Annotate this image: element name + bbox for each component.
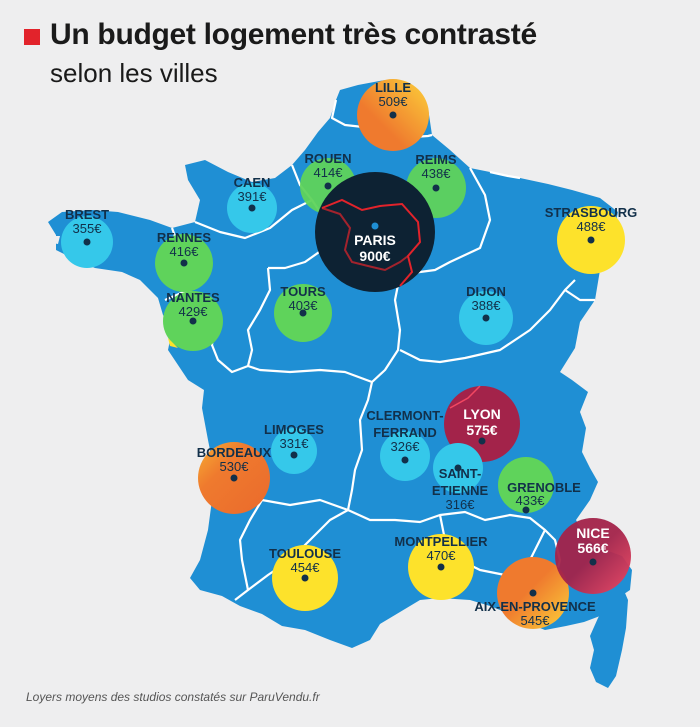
corsica [590, 586, 628, 688]
city-aix[interactable]: AIX-EN-PROVENCE 545€ [474, 557, 596, 629]
page-title: Un budget logement très contrasté [50, 18, 537, 51]
city-name: CAEN [234, 175, 271, 190]
city-name: AIX-EN-PROVENCE [474, 599, 596, 614]
city-montpellier[interactable]: MONTPELLIER 470€ [394, 534, 488, 600]
city-name: REIMS [415, 152, 457, 167]
city-price: 530€ [220, 459, 250, 474]
city-limoges[interactable]: LIMOGES 331€ [264, 422, 324, 474]
city-nantes[interactable]: NANTES 429€ [163, 290, 223, 351]
city-lille[interactable]: LILLE 509€ [357, 79, 429, 151]
city-nice[interactable]: NICE 566€ [555, 518, 631, 594]
city-price: 326€ [391, 439, 421, 454]
city-name: GRENOBLE [507, 480, 581, 495]
city-name: SAINT- [439, 466, 482, 481]
title-marker [24, 29, 40, 45]
city-name: MONTPELLIER [394, 534, 488, 549]
city-price: 509€ [379, 94, 409, 109]
city-saint-etienne[interactable]: SAINT- ETIENNE 316€ [432, 443, 489, 512]
city-price: 900€ [359, 248, 390, 264]
city-price: 403€ [289, 298, 319, 313]
city-price: 470€ [427, 548, 457, 563]
city-price: 388€ [472, 298, 502, 313]
city-price: 316€ [446, 497, 476, 512]
city-price: 438€ [422, 166, 452, 181]
city-dijon[interactable]: DIJON 388€ [459, 284, 513, 345]
city-price: 355€ [73, 221, 103, 236]
source-footnote: Loyers moyens des studios constatés sur … [26, 690, 320, 704]
city-price: 331€ [280, 436, 310, 451]
city-name: LILLE [375, 80, 411, 95]
city-price: 488€ [577, 219, 607, 234]
city-name: STRASBOURG [545, 205, 637, 220]
city-name: PARIS [354, 232, 396, 248]
city-toulouse[interactable]: TOULOUSE 454€ [269, 545, 341, 611]
city-price: 545€ [521, 613, 551, 628]
city-paris[interactable]: PARIS 900€ [315, 172, 435, 292]
city-bordeaux[interactable]: BORDEAUX 530€ [197, 442, 272, 514]
city-caen[interactable]: CAEN 391€ [227, 175, 277, 233]
city-price: 391€ [238, 189, 268, 204]
city-tours[interactable]: TOURS 403€ [274, 284, 332, 342]
city-price: 566€ [577, 540, 608, 556]
city-price: 454€ [291, 560, 321, 575]
city-price: 416€ [170, 244, 200, 259]
city-name: TOULOUSE [269, 546, 341, 561]
city-name-line2: FERRAND [373, 425, 437, 440]
city-clermont[interactable]: CLERMONT- FERRAND 326€ [366, 408, 444, 481]
france-mainland [48, 80, 632, 648]
city-name: RENNES [157, 230, 212, 245]
city-name: CLERMONT- [366, 408, 443, 423]
city-name: LIMOGES [264, 422, 324, 437]
city-lyon[interactable]: LYON 575€ [444, 385, 520, 462]
city-name-line2: ETIENNE [432, 483, 489, 498]
city-name: NICE [576, 525, 609, 541]
city-name: BREST [65, 207, 109, 222]
city-grenoble[interactable]: GRENOBLE 433€ [498, 457, 581, 514]
city-rennes[interactable]: RENNES 416€ [155, 230, 213, 292]
city-name: TOURS [280, 284, 326, 299]
city-price: 429€ [179, 304, 209, 319]
city-name: BORDEAUX [197, 445, 272, 460]
city-name: NANTES [166, 290, 220, 305]
city-strasbourg[interactable]: STRASBOURG 488€ [545, 205, 637, 274]
city-name: ROUEN [305, 151, 352, 166]
city-price: 414€ [314, 165, 344, 180]
city-brest[interactable]: BREST 355€ [61, 207, 113, 268]
city-price: 433€ [516, 493, 546, 508]
page-subtitle: selon les villes [50, 58, 218, 88]
city-markers: LILLE 509€ ROUEN 414€ REIMS 438€ CAEN 39… [61, 79, 637, 629]
city-price: 575€ [466, 422, 497, 438]
city-name: LYON [463, 406, 501, 422]
city-name: DIJON [466, 284, 506, 299]
